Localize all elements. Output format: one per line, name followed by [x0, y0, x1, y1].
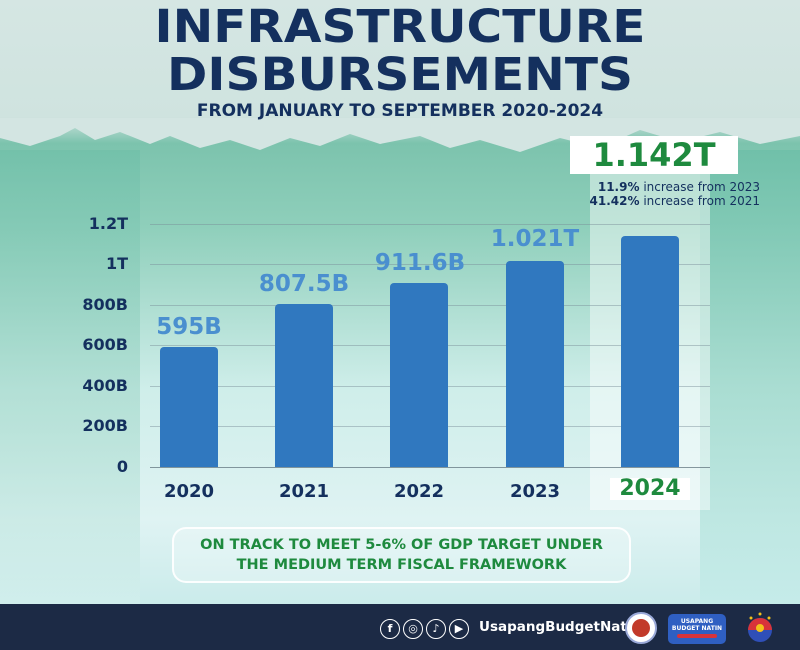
x-axis-line	[150, 467, 710, 468]
bar-2023	[506, 261, 564, 467]
gridline-1000	[150, 264, 710, 265]
gdp-target-note: ON TRACK TO MEET 5-6% OF GDP TARGET UNDE…	[172, 527, 631, 583]
bagong-pilipinas-logo	[748, 612, 772, 642]
x-label-2021: 2021	[278, 481, 330, 502]
bar-2022	[390, 283, 448, 467]
value-label-2021: 807.5B	[258, 271, 350, 297]
bar-2020	[160, 347, 218, 467]
x-label-2024: 2024	[610, 478, 690, 500]
increase-2023-pct: 11.9%	[597, 180, 640, 194]
usapang-budget-natin-logo: USAPANG BUDGET NATIN	[668, 614, 726, 644]
x-label-2020: 2020	[163, 481, 215, 502]
y-tick-label: 1T	[105, 254, 128, 273]
y-tick-label: 1.2T	[88, 214, 128, 233]
y-tick-label: 600B	[82, 335, 128, 354]
logo2-line-2: BUDGET NATIN	[671, 625, 723, 632]
instagram-icon[interactable]: ◎	[403, 619, 423, 639]
bar-2021	[275, 304, 333, 467]
note-line-1: ON TRACK TO MEET 5-6% OF GDP TARGET UNDE…	[200, 537, 603, 553]
social-handle[interactable]: UsapangBudgetNatin	[479, 619, 642, 635]
subtitle: FROM JANUARY TO SEPTEMBER 2020-2024	[196, 101, 604, 121]
y-tick-label: 200B	[82, 416, 128, 435]
increase-from-2023: 11.9% increase from 2023	[520, 180, 760, 194]
city-background-right	[700, 150, 800, 610]
value-label-2023: 1.021T	[490, 226, 580, 252]
city-background-left	[0, 150, 140, 610]
title-line-1: INFRASTRUCTURE	[154, 0, 646, 53]
logo2-line-1: USAPANG	[680, 618, 714, 625]
increase-2021-text: increase from 2021	[639, 194, 760, 208]
dbm-seal-logo	[625, 612, 657, 644]
tiktok-icon[interactable]: ♪	[426, 619, 446, 639]
x-label-2022: 2022	[393, 481, 445, 502]
note-line-2: THE MEDIUM TERM FISCAL FRAMEWORK	[236, 557, 567, 573]
bar-2024	[621, 236, 679, 467]
x-label-2023: 2023	[509, 481, 561, 502]
value-label-2020: 595B	[156, 314, 222, 340]
value-label-2022: 911.6B	[374, 250, 466, 276]
y-tick-label: 400B	[82, 376, 128, 395]
increase-2023-text: increase from 2023	[639, 180, 760, 194]
footer-bar: f ◎ ♪ ▶ UsapangBudgetNatin USAPANG BUDGE…	[0, 604, 800, 650]
y-tick-label: 800B	[82, 295, 128, 314]
y-tick-label: 0	[116, 457, 128, 476]
gridline-1200	[150, 224, 710, 225]
increase-2021-pct: 41.42%	[589, 194, 640, 208]
facebook-icon[interactable]: f	[380, 619, 400, 639]
highlight-value: 1.142T	[570, 136, 738, 174]
title-line-2: DISBURSEMENTS	[167, 48, 633, 101]
increase-from-2021: 41.42% increase from 2021	[520, 194, 760, 208]
youtube-icon[interactable]: ▶	[449, 619, 469, 639]
